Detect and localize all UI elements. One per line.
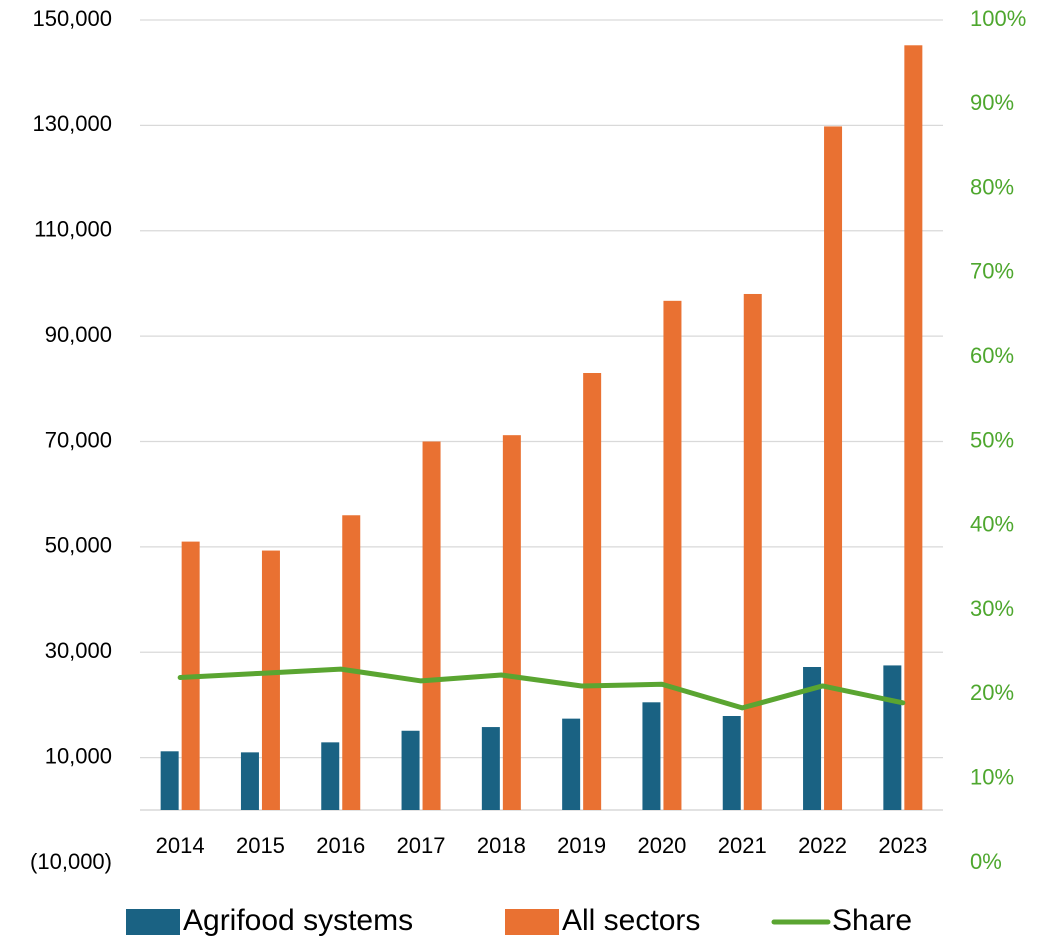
legend-swatch-all-sectors [505, 909, 559, 935]
left-axis-labels: 150,000 130,000 110,000 90,000 70,000 50,000 3… [30, 6, 112, 874]
bar-agrifood-systems-2021 [722, 716, 741, 810]
bar-all-sectors-2015 [261, 550, 280, 810]
bar-agrifood-systems-2019 [562, 718, 581, 810]
left-axis-tick-label: 150,000 [32, 6, 112, 31]
legend-label-share: Share [832, 904, 912, 937]
bar-all-sectors-2021 [743, 293, 762, 811]
x-axis-tick-label: 2019 [557, 833, 606, 858]
right-axis-tick-label: 70% [970, 259, 1014, 284]
left-axis-tick-label: 50,000 [45, 533, 112, 558]
bar-agrifood-systems-2022 [803, 667, 822, 810]
left-axis-tick-label: 110,000 [34, 217, 112, 242]
right-axis-tick-label: 90% [970, 90, 1014, 115]
bar-all-sectors-2017 [422, 441, 441, 810]
share-line-layer [177, 666, 906, 711]
left-axis-tick-label: 90,000 [45, 322, 112, 347]
bar-agrifood-systems-2018 [481, 727, 500, 810]
x-axis-tick-label: 2014 [156, 833, 205, 858]
legend-label-all-sectors: All sectors [562, 904, 700, 937]
right-axis-tick-label: 30% [970, 596, 1014, 621]
right-axis-tick-label: 60% [970, 343, 1014, 368]
bar-all-sectors-2022 [824, 126, 843, 810]
share-line [177, 666, 906, 711]
bar-agrifood-systems-2015 [240, 752, 259, 810]
right-axis-tick-label: 50% [970, 427, 1014, 452]
bar-all-sectors-2016 [342, 515, 361, 810]
legend-label-agrifood-systems: Agrifood systems [183, 904, 413, 937]
x-axis-tick-label: 2017 [397, 833, 446, 858]
right-axis-tick-label: 20% [970, 680, 1014, 705]
legend: Agrifood systems All sectors Share [126, 904, 912, 937]
right-axis-labels: 100% 90% 80% 70% 60% 50% 40% 30% 20% 10% 0% [970, 6, 1026, 874]
left-axis-tick-label: 10,000 [45, 743, 112, 768]
bar-agrifood-systems-2017 [401, 730, 420, 810]
x-axis-tick-label: 2016 [316, 833, 365, 858]
x-axis-tick-label: 2020 [637, 833, 686, 858]
x-axis-tick-label: 2021 [718, 833, 767, 858]
bars [160, 45, 923, 811]
bar-agrifood-systems-2020 [642, 702, 661, 810]
right-axis-tick-label: 80% [970, 174, 1014, 199]
right-axis-tick-label: 10% [970, 765, 1014, 790]
left-axis-tick-label: 30,000 [45, 638, 112, 663]
legend-swatch-agrifood-systems [126, 909, 180, 935]
x-axis-tick-label: 2023 [878, 833, 927, 858]
bar-all-sectors-2020 [663, 300, 682, 810]
x-axis-tick-label: 2018 [477, 833, 526, 858]
bar-all-sectors-2018 [502, 435, 521, 810]
gridlines [140, 19, 943, 811]
bar-agrifood-systems-2016 [321, 742, 340, 810]
x-axis-tick-label: 2015 [236, 833, 285, 858]
x-axis-labels: 2014 2015 2016 2017 2018 2019 2020 2021 2022 2023 [156, 833, 928, 858]
bar-all-sectors-2019 [583, 373, 602, 810]
bar-all-sectors-2023 [904, 45, 923, 811]
right-axis-tick-label: 100% [970, 6, 1026, 31]
bar-agrifood-systems-2023 [883, 665, 902, 810]
left-axis-tick-label: 130,000 [32, 111, 112, 136]
left-axis-tick-label: 70,000 [45, 427, 112, 452]
x-axis-tick-label: 2022 [798, 833, 847, 858]
left-axis-tick-label: (10,000) [30, 849, 112, 874]
right-axis-tick-label: 40% [970, 512, 1014, 537]
bar-agrifood-systems-2014 [160, 751, 179, 810]
right-axis-tick-label: 0% [970, 849, 1002, 874]
